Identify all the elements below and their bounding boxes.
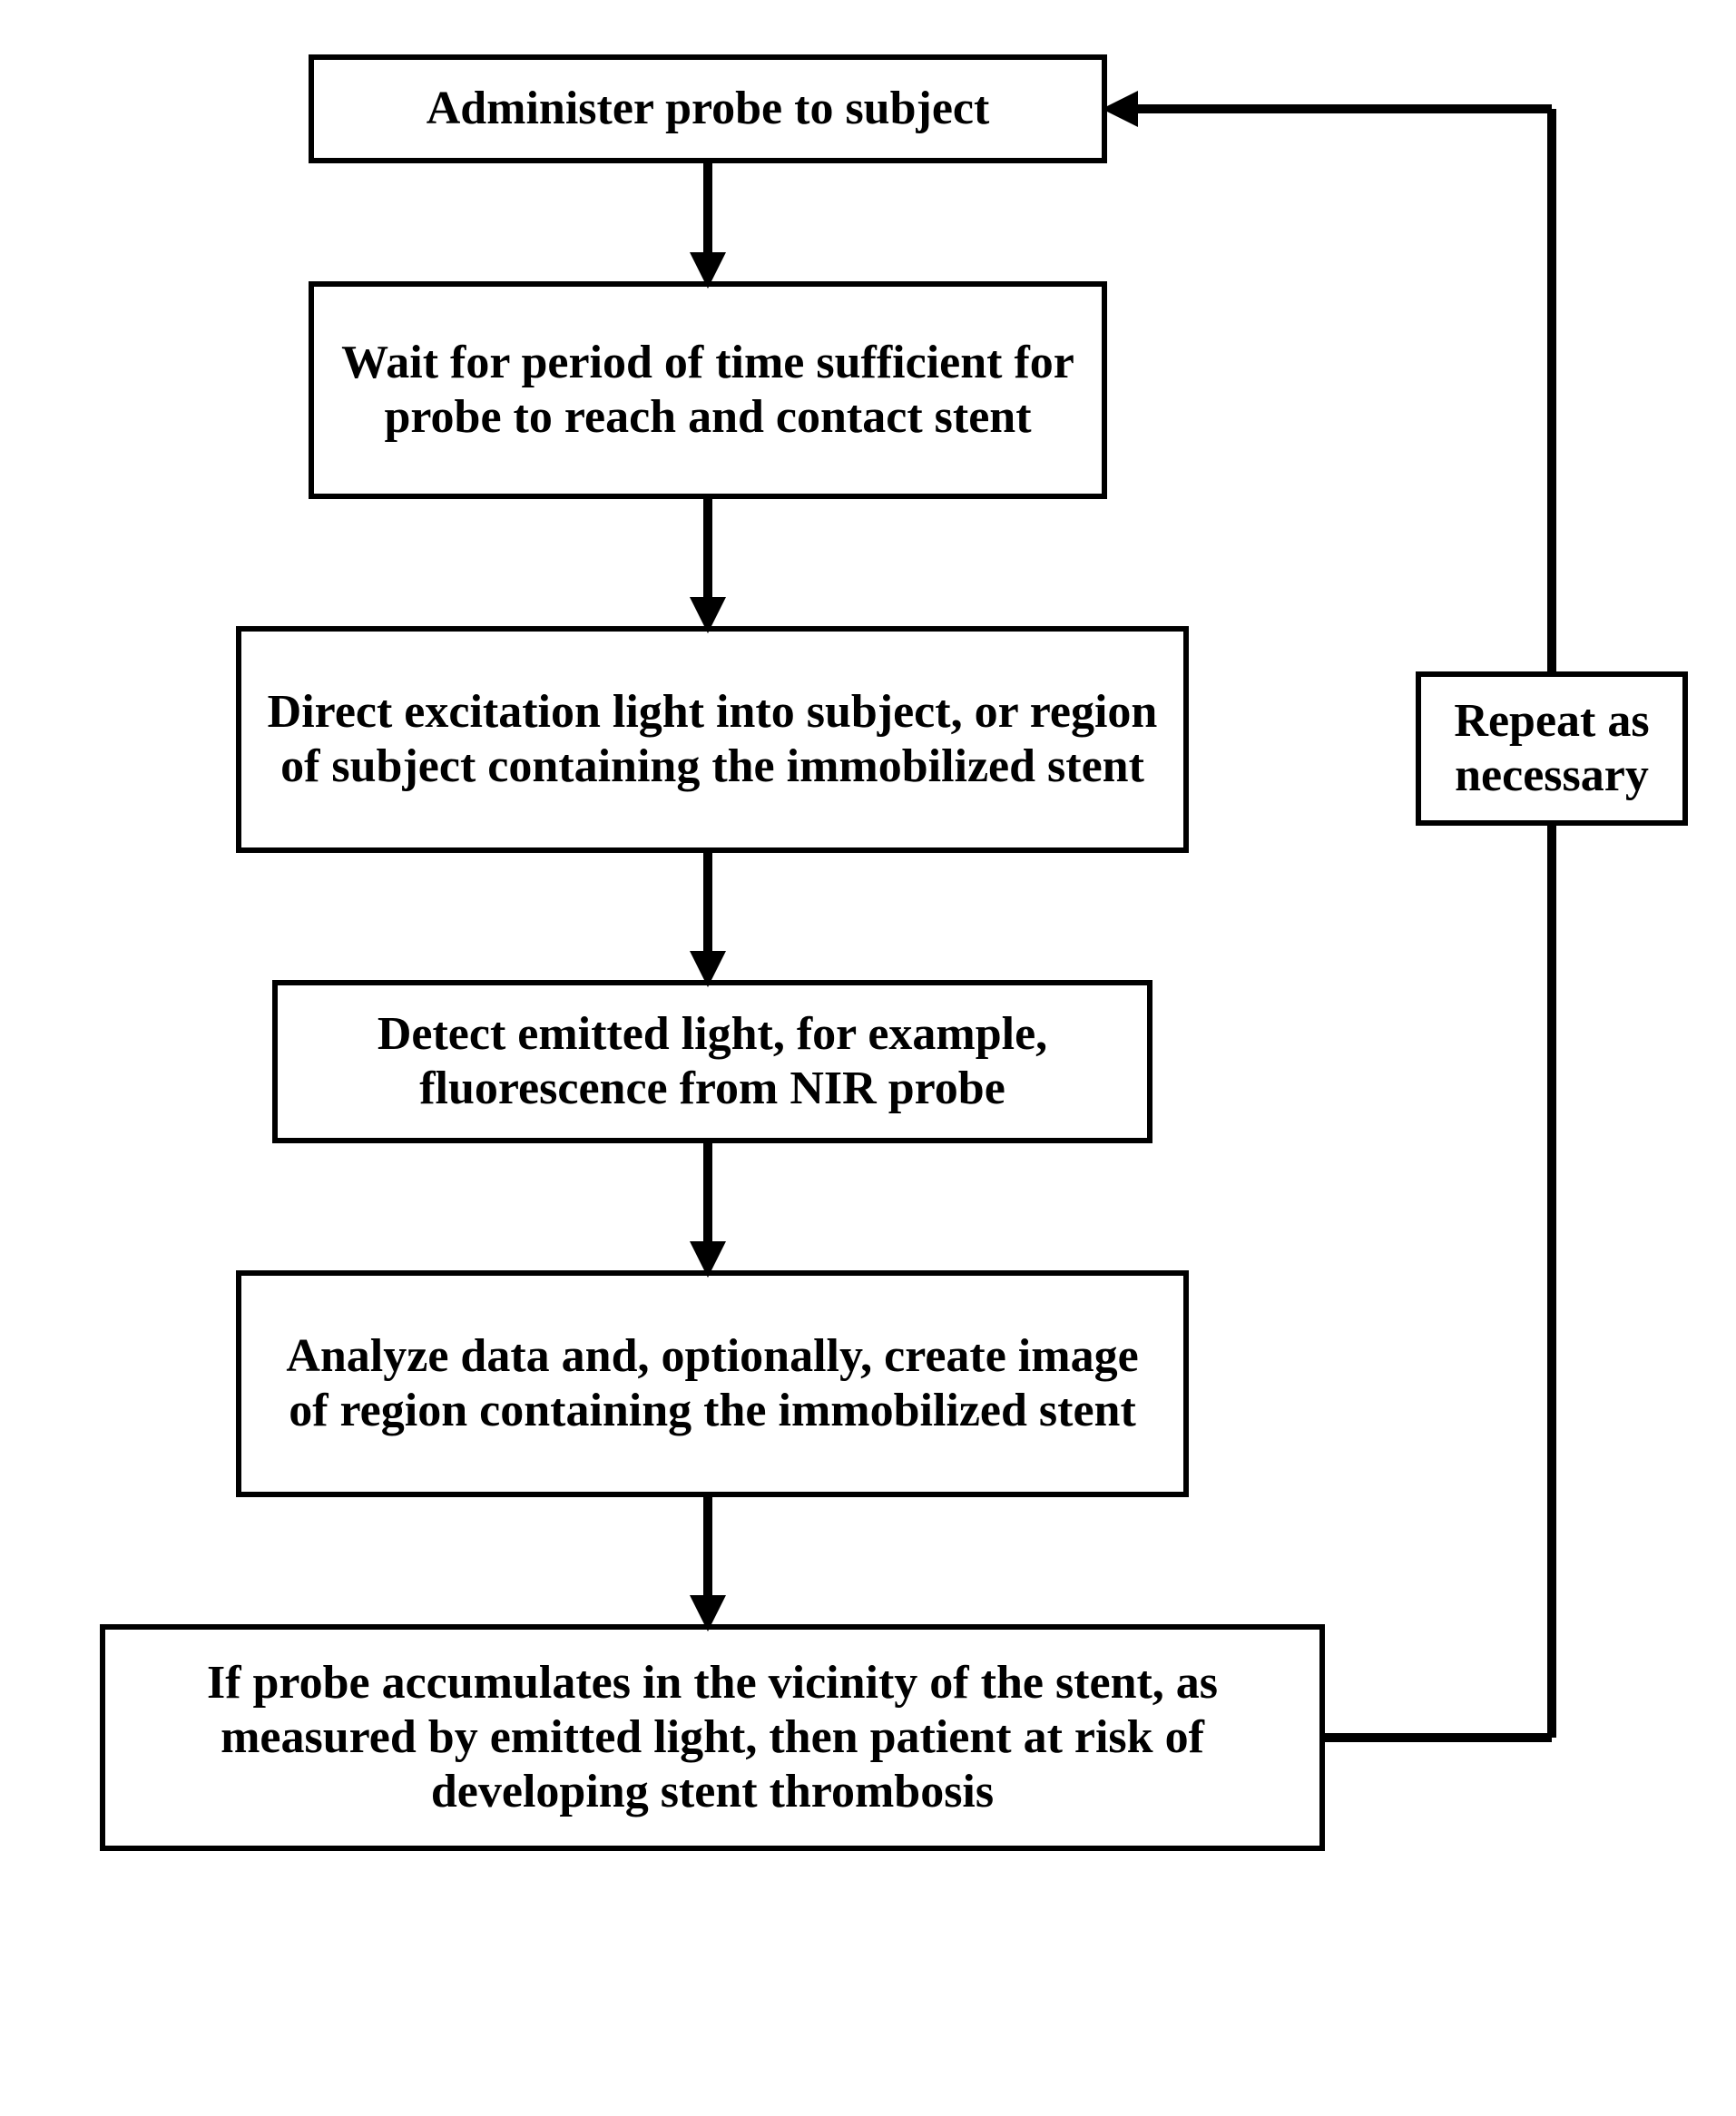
flowchart-arrows: [0, 0, 1736, 2116]
